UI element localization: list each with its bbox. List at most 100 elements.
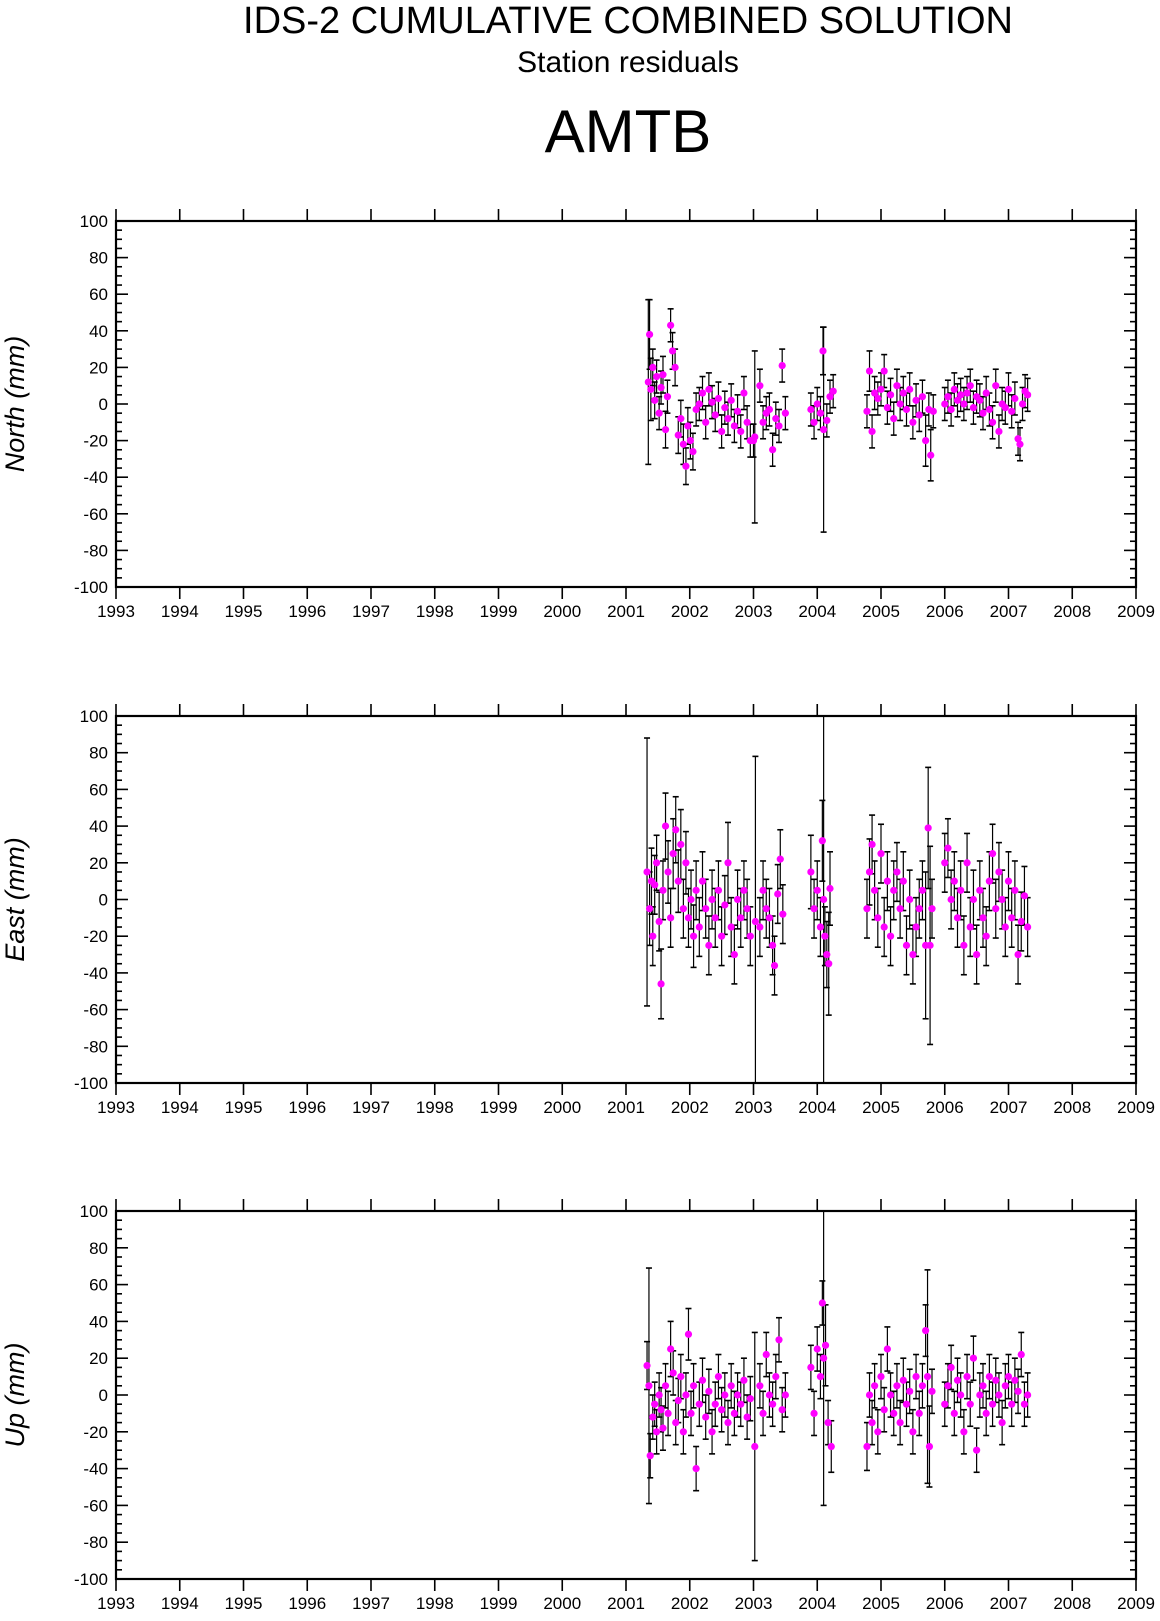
data-point bbox=[880, 1406, 888, 1414]
data-point bbox=[953, 396, 962, 404]
data-point bbox=[718, 427, 726, 436]
data-point bbox=[985, 877, 993, 885]
data-point bbox=[772, 415, 780, 423]
data-point bbox=[677, 1373, 685, 1381]
data-point bbox=[820, 895, 828, 904]
data-point bbox=[863, 407, 871, 415]
data-point bbox=[906, 385, 914, 393]
data-point bbox=[966, 1400, 974, 1408]
y-axis-label: Up (mm) bbox=[0, 1343, 30, 1448]
data-point bbox=[721, 1391, 729, 1399]
data-point bbox=[813, 400, 821, 408]
y-tick-label: -80 bbox=[83, 1037, 108, 1056]
y-tick-label: 80 bbox=[89, 1239, 108, 1258]
data-point bbox=[998, 895, 1006, 904]
data-point bbox=[649, 363, 657, 371]
data-point bbox=[772, 1373, 780, 1381]
data-point bbox=[1011, 394, 1019, 403]
data-point bbox=[810, 905, 818, 913]
data-point bbox=[988, 850, 997, 858]
data-point bbox=[826, 393, 834, 401]
x-tick-label: 1993 bbox=[97, 1098, 135, 1117]
data-point bbox=[684, 422, 692, 430]
data-point bbox=[737, 427, 745, 436]
data-point bbox=[816, 409, 825, 417]
data-point bbox=[740, 886, 748, 894]
data-point bbox=[737, 914, 745, 922]
x-tick-label: 2009 bbox=[1117, 602, 1155, 621]
data-point bbox=[653, 1428, 661, 1436]
y-tick-label: 20 bbox=[89, 358, 108, 377]
x-tick-label: 1994 bbox=[161, 1098, 199, 1117]
data-point bbox=[779, 910, 787, 918]
data-point bbox=[988, 418, 997, 426]
data-point bbox=[883, 1345, 891, 1353]
x-tick-label: 2007 bbox=[990, 1098, 1028, 1117]
data-point bbox=[883, 877, 891, 885]
data-point bbox=[705, 385, 713, 393]
data-point bbox=[724, 859, 732, 867]
data-point bbox=[679, 905, 687, 913]
data-point bbox=[698, 877, 707, 885]
x-tick-label: 1996 bbox=[288, 1098, 326, 1117]
station-name: AMTB bbox=[545, 98, 712, 165]
data-point bbox=[915, 1409, 923, 1417]
data-point bbox=[902, 405, 911, 414]
data-point bbox=[950, 877, 958, 885]
data-point bbox=[653, 859, 661, 867]
data-point bbox=[827, 1442, 835, 1451]
data-series bbox=[644, 298, 1032, 533]
data-point bbox=[730, 1409, 738, 1417]
x-tick-label: 1996 bbox=[288, 602, 326, 621]
data-point bbox=[976, 1391, 984, 1399]
data-point bbox=[899, 1376, 907, 1384]
data-point bbox=[664, 1409, 672, 1417]
data-point bbox=[929, 407, 937, 415]
y-tick-label: 60 bbox=[89, 780, 108, 799]
data-point bbox=[774, 890, 782, 898]
data-point bbox=[863, 1442, 871, 1451]
data-point bbox=[643, 1361, 651, 1370]
data-point bbox=[657, 383, 665, 392]
data-point bbox=[677, 840, 685, 849]
data-point bbox=[645, 1382, 653, 1390]
x-tick-label: 2003 bbox=[735, 1594, 773, 1613]
data-point bbox=[687, 895, 695, 904]
data-point bbox=[922, 437, 930, 445]
x-tick-label: 2007 bbox=[990, 602, 1028, 621]
data-point bbox=[982, 1409, 990, 1417]
data-point bbox=[689, 932, 698, 940]
data-point bbox=[926, 941, 934, 949]
data-point bbox=[672, 1419, 680, 1427]
x-tick-label: 1997 bbox=[352, 1594, 390, 1613]
data-point bbox=[912, 396, 920, 404]
data-point bbox=[818, 837, 826, 845]
data-point bbox=[661, 822, 670, 830]
data-point bbox=[743, 1413, 751, 1421]
y-tick-label: 0 bbox=[99, 1386, 108, 1405]
x-tick-label: 2008 bbox=[1053, 602, 1091, 621]
data-point bbox=[906, 895, 914, 904]
data-point bbox=[708, 398, 716, 406]
x-tick-label: 2002 bbox=[671, 602, 709, 621]
x-tick-label: 2005 bbox=[862, 1098, 900, 1117]
data-point bbox=[957, 1391, 965, 1399]
data-point bbox=[880, 923, 888, 931]
data-point bbox=[807, 405, 815, 414]
data-point bbox=[868, 840, 876, 849]
data-point bbox=[825, 960, 833, 968]
y-tick-label: -80 bbox=[83, 1533, 108, 1552]
data-point bbox=[871, 1382, 879, 1390]
data-point bbox=[912, 923, 920, 931]
data-point bbox=[918, 886, 927, 894]
data-point bbox=[708, 895, 716, 904]
data-point bbox=[762, 905, 770, 913]
y-tick-label: 40 bbox=[89, 817, 108, 836]
data-point bbox=[960, 941, 968, 949]
x-tick-label: 2008 bbox=[1053, 1098, 1091, 1117]
data-point bbox=[765, 405, 774, 414]
data-point bbox=[807, 1363, 815, 1371]
data-point bbox=[689, 447, 697, 456]
data-point bbox=[944, 393, 952, 401]
data-point bbox=[923, 1373, 932, 1381]
